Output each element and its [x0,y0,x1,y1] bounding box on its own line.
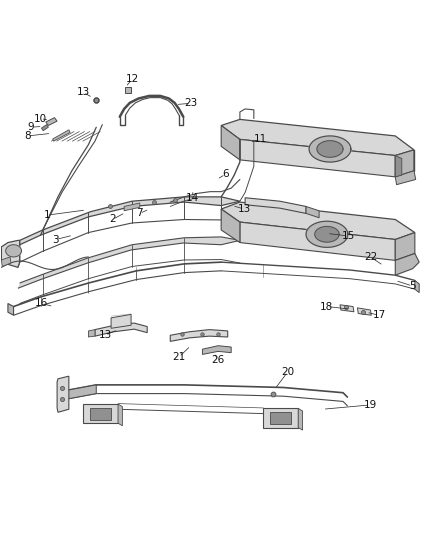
Polygon shape [118,404,122,426]
Text: 14: 14 [185,193,199,203]
Polygon shape [309,136,351,162]
Polygon shape [124,203,140,211]
Polygon shape [1,240,20,268]
Polygon shape [53,130,70,141]
Text: 16: 16 [35,298,48,309]
Polygon shape [6,245,21,257]
Polygon shape [111,314,131,328]
Polygon shape [415,280,419,293]
Polygon shape [90,408,111,419]
Text: 6: 6 [222,169,229,179]
Text: 8: 8 [24,131,31,141]
Polygon shape [221,119,414,156]
Polygon shape [18,197,240,246]
Text: 9: 9 [28,122,34,132]
Text: 13: 13 [238,204,251,214]
Polygon shape [315,227,339,242]
Text: 17: 17 [373,310,386,320]
Polygon shape [95,323,147,336]
Text: 21: 21 [172,352,186,362]
Polygon shape [306,206,319,218]
Polygon shape [88,329,95,337]
Polygon shape [395,232,415,261]
Polygon shape [8,303,14,315]
Polygon shape [263,408,298,427]
Polygon shape [1,257,11,266]
Polygon shape [245,198,306,213]
Polygon shape [270,412,291,424]
Polygon shape [83,404,118,423]
Text: 18: 18 [320,302,334,312]
Polygon shape [317,141,343,157]
Polygon shape [221,125,240,160]
Text: 7: 7 [137,208,143,219]
Polygon shape [395,254,419,275]
Polygon shape [357,308,371,315]
Polygon shape [46,118,57,125]
Polygon shape [170,329,228,341]
Text: 20: 20 [281,367,294,377]
Text: 26: 26 [212,355,225,365]
Text: 22: 22 [364,252,377,262]
Polygon shape [221,202,415,239]
Text: 10: 10 [34,114,47,124]
Polygon shape [221,209,240,243]
Polygon shape [395,150,414,177]
Text: 12: 12 [125,75,138,84]
Polygon shape [240,222,395,261]
Text: 15: 15 [342,231,355,241]
Text: 3: 3 [53,235,59,245]
Text: 13: 13 [77,87,90,98]
Text: 5: 5 [410,281,416,291]
Text: 11: 11 [254,134,267,144]
Polygon shape [57,376,69,413]
Polygon shape [66,385,96,399]
Polygon shape [18,240,20,268]
Text: 23: 23 [184,98,198,108]
Text: 19: 19 [364,400,377,410]
Polygon shape [395,171,416,184]
Text: 1: 1 [44,210,50,220]
Polygon shape [395,156,402,177]
Polygon shape [42,125,48,131]
Polygon shape [340,305,354,312]
Polygon shape [306,221,348,247]
Text: 13: 13 [99,330,112,340]
Polygon shape [240,140,395,177]
Polygon shape [18,237,240,288]
Polygon shape [202,346,231,354]
Text: 2: 2 [109,214,116,224]
Polygon shape [298,408,303,430]
